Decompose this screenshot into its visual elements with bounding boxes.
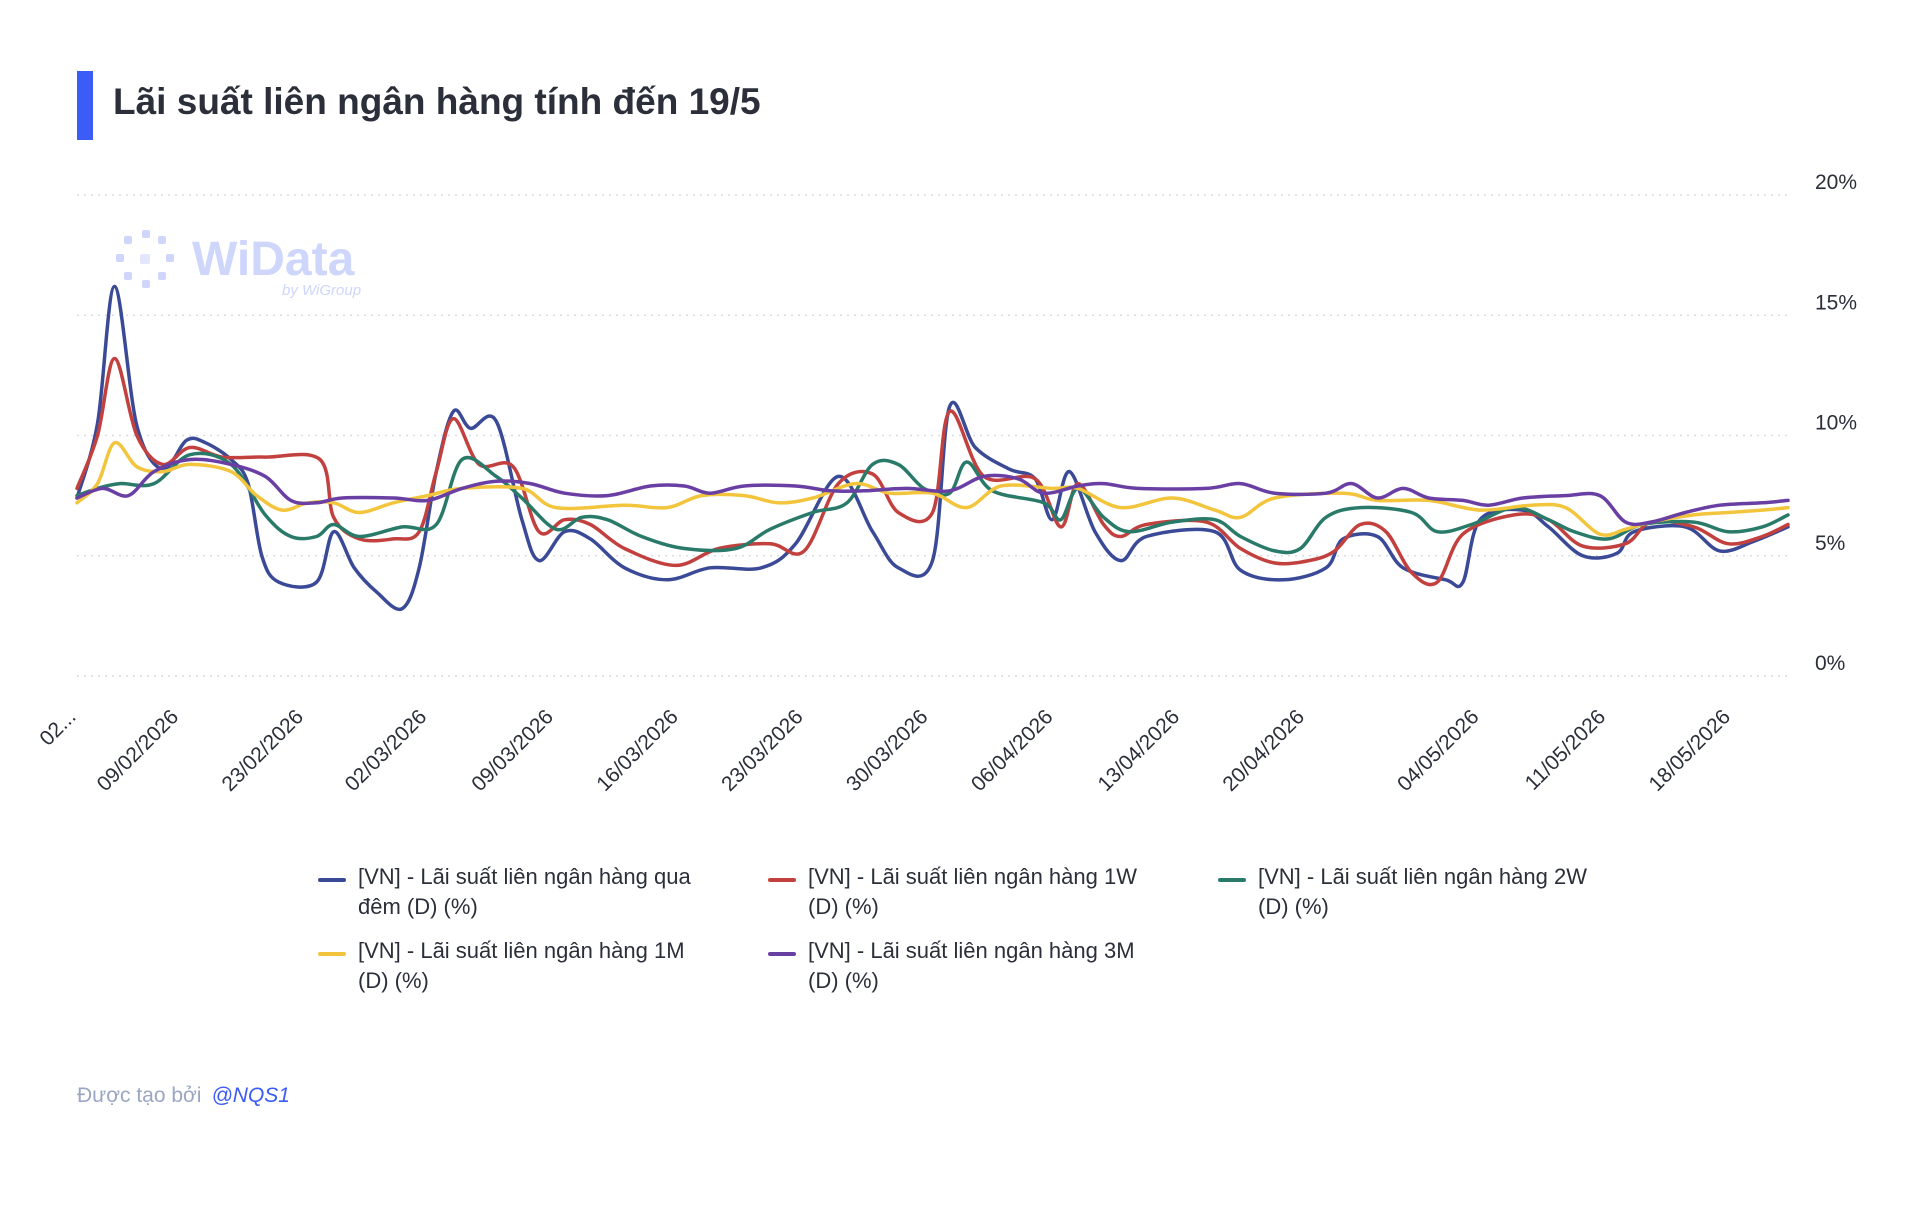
- series-line-1: [75, 356, 1790, 587]
- watermark-brand: WiData: [192, 233, 355, 286]
- y-tick-label: 0%: [1815, 652, 1845, 675]
- x-tick-label: 06/04/2026: [967, 705, 1058, 796]
- legend-item-2w[interactable]: [VN] - Lãi suất liên ngân hàng 2W (D) (%…: [1218, 862, 1618, 922]
- watermark-sub: by WiGroup: [282, 282, 362, 299]
- series-line-4: [75, 457, 1790, 527]
- x-tick-label: 02...: [35, 705, 80, 750]
- x-tick-label: 11/05/2026: [1521, 705, 1610, 794]
- legend-swatch: [1218, 878, 1246, 882]
- legend-swatch: [318, 952, 346, 956]
- x-tick-label: 18/05/2026: [1644, 705, 1735, 796]
- x-tick-label: 13/04/2026: [1094, 705, 1185, 796]
- legend-label: [VN] - Lãi suất liên ngân hàng 2W (D) (%…: [1258, 864, 1587, 919]
- legend-swatch: [768, 878, 796, 882]
- y-tick-label: 15%: [1815, 291, 1857, 314]
- credit-line: Được tạo bởi @NQS1: [77, 1084, 290, 1108]
- series-line-0: [75, 284, 1790, 612]
- chart-title: Lãi suất liên ngân hàng tính đến 19/5: [113, 81, 761, 122]
- legend-item-3m[interactable]: [VN] - Lãi suất liên ngân hàng 3M (D) (%…: [768, 936, 1168, 996]
- x-tick-label: 09/02/2026: [93, 705, 184, 796]
- legend-item-1m[interactable]: [VN] - Lãi suất liên ngân hàng 1M (D) (%…: [318, 936, 718, 996]
- legend-swatch: [768, 952, 796, 956]
- legend-item-overnight[interactable]: [VN] - Lãi suất liên ngân hàng qua đêm (…: [318, 862, 718, 922]
- legend-swatch: [318, 878, 346, 882]
- series-line-3: [75, 440, 1790, 537]
- x-tick-label: 30/03/2026: [842, 705, 933, 796]
- line-chart: 0%5%10%15%20% 02... 09/02/2026 23/02/2026 0…: [35, 171, 1857, 796]
- y-axis-labels: 0% 5% 10% 15% 20%: [1815, 171, 1857, 675]
- chart-grid: [77, 194, 1788, 677]
- legend-label: [VN] - Lãi suất liên ngân hàng 3M (D) (%…: [808, 938, 1135, 993]
- widata-watermark: WiData by WiGroup: [114, 228, 361, 299]
- author-link[interactable]: @NQS1: [211, 1084, 290, 1107]
- x-tick-label: 04/05/2026: [1393, 705, 1484, 796]
- widata-logo-icon: [116, 230, 174, 288]
- x-tick-label: 23/02/2026: [218, 705, 309, 796]
- y-tick-label: 5%: [1815, 532, 1845, 555]
- x-tick-label: 20/04/2026: [1218, 705, 1309, 796]
- x-tick-label: 09/03/2026: [467, 705, 558, 796]
- credit-label: Được tạo bởi: [77, 1084, 202, 1107]
- chart-series-lines: [75, 284, 1790, 612]
- legend-item-1w[interactable]: [VN] - Lãi suất liên ngân hàng 1W (D) (%…: [768, 862, 1168, 922]
- x-axis-labels: 02... 09/02/2026 23/02/2026 02/03/2026 09/03…: [35, 705, 1735, 796]
- y-tick-label: 10%: [1815, 412, 1857, 435]
- title-accent-bar: [77, 71, 93, 140]
- x-tick-label: 02/03/2026: [341, 705, 432, 796]
- x-tick-label: 16/03/2026: [592, 705, 683, 796]
- y-tick-label: 20%: [1815, 171, 1857, 194]
- legend-label: [VN] - Lãi suất liên ngân hàng 1M (D) (%…: [358, 938, 685, 993]
- legend-label: [VN] - Lãi suất liên ngân hàng 1W (D) (%…: [808, 864, 1137, 919]
- legend-label: [VN] - Lãi suất liên ngân hàng qua đêm (…: [358, 864, 691, 919]
- x-tick-label: 23/03/2026: [717, 705, 808, 796]
